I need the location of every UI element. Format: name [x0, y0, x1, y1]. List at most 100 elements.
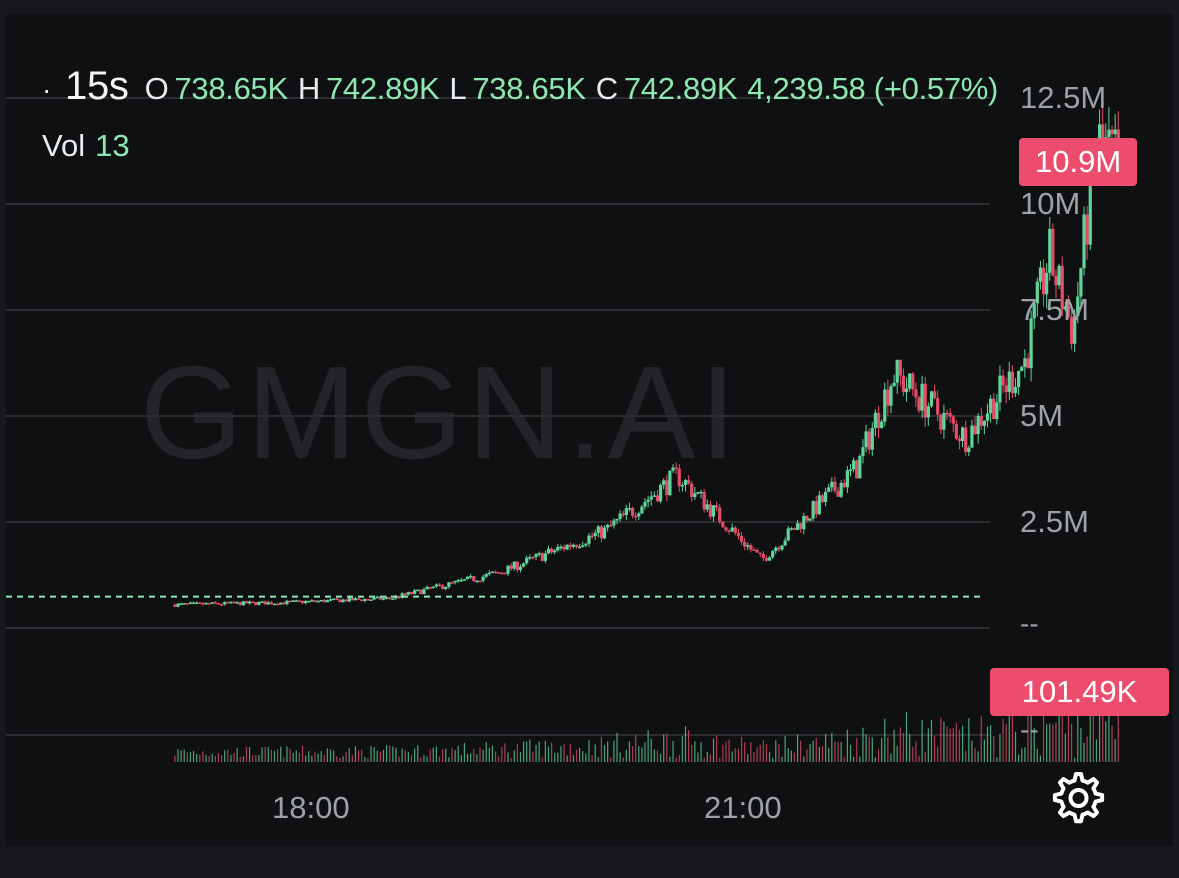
volume-bar: [270, 749, 272, 762]
candle-body: [198, 602, 202, 605]
candle-body: [1073, 316, 1077, 344]
candle-body: [1004, 385, 1008, 392]
volume-bar: [607, 741, 609, 762]
candle-body: [266, 602, 270, 605]
volume-bar: [719, 757, 721, 762]
volume-bar: [843, 757, 845, 762]
volume-bar: [457, 745, 459, 762]
volume-bar: [625, 749, 627, 762]
volume-bar: [389, 745, 391, 762]
candle-body: [565, 544, 569, 550]
candle-body: [1051, 228, 1055, 276]
candle-body: [1057, 265, 1061, 286]
candle-body: [989, 398, 993, 414]
volume-bar: [255, 755, 257, 762]
volume-bar: [1036, 748, 1038, 762]
candle-body: [967, 447, 971, 452]
candle-body: [886, 389, 890, 406]
volume-bar: [460, 755, 462, 762]
volume-bar: [965, 750, 967, 762]
volume-bar: [613, 740, 615, 762]
candle-body: [739, 535, 744, 542]
candle-body: [634, 515, 638, 518]
candle-body: [406, 592, 410, 595]
volume-bar: [522, 741, 525, 762]
gear-icon[interactable]: [1046, 768, 1106, 828]
candle-body: [481, 576, 485, 581]
candle-body: [478, 580, 482, 583]
candle-body: [459, 579, 463, 582]
candle-body: [1010, 371, 1015, 394]
candle-body: [1032, 303, 1036, 319]
volume-bar: [930, 719, 933, 762]
volume-bar: [551, 742, 553, 762]
candle-body: [1001, 375, 1005, 386]
candle-body: [462, 579, 467, 581]
candle-body: [1066, 306, 1071, 317]
volume-bar: [977, 751, 979, 762]
candle-body: [1054, 275, 1058, 286]
candle-body: [630, 507, 635, 516]
volume-bar: [868, 737, 870, 762]
volume-bar: [1002, 718, 1004, 762]
volume-bar: [236, 748, 238, 762]
volume-bar: [691, 744, 693, 762]
candle-body: [378, 596, 382, 600]
volume-bar: [933, 735, 936, 762]
candle-body: [1035, 281, 1039, 304]
candle-body: [596, 526, 600, 533]
candle-body: [1063, 306, 1067, 310]
volume-bar: [958, 729, 961, 762]
volume-bar: [463, 743, 466, 762]
candle-body: [313, 600, 317, 602]
volume-bar: [744, 742, 746, 762]
candle-body: [188, 602, 193, 605]
candle-body: [811, 501, 815, 519]
volume-bar: [351, 755, 353, 762]
volume-bar: [183, 749, 185, 762]
candle-body: [444, 586, 448, 590]
volume-bar: [407, 752, 409, 762]
volume-bar: [1021, 748, 1023, 762]
candle-body: [640, 506, 644, 514]
candle-body: [602, 527, 607, 539]
volume-bar: [305, 755, 307, 762]
volume-bar: [196, 754, 198, 762]
candle-body: [300, 600, 305, 604]
candle-body: [534, 553, 538, 558]
candle-body: [1085, 214, 1089, 245]
candle-body: [883, 389, 887, 422]
candle-body: [1007, 371, 1011, 392]
candle-body: [668, 470, 672, 496]
candle-body: [802, 515, 806, 530]
volume-bar: [491, 745, 494, 762]
volume-bar: [887, 736, 889, 762]
volume-bar: [591, 755, 593, 762]
interval-label[interactable]: 15s: [65, 64, 129, 108]
candle-body: [553, 550, 557, 553]
candle-body: [372, 597, 376, 600]
candle-body: [780, 545, 784, 550]
volume-bar: [516, 744, 518, 762]
volume-bar: [853, 756, 855, 762]
volume-bar: [635, 734, 637, 762]
volume-bar: [597, 757, 599, 762]
candle-body: [615, 518, 619, 521]
volume-bar: [688, 730, 690, 762]
candle-body: [749, 545, 753, 550]
candle-body: [537, 553, 541, 555]
volume-bar: [357, 750, 360, 762]
volume-bar: [628, 741, 631, 762]
volume-bar: [784, 735, 786, 762]
volume-bar: [871, 737, 873, 762]
candle-body: [942, 412, 946, 430]
volume-bar: [993, 736, 995, 762]
volume-bar: [361, 749, 363, 762]
candle-body: [453, 580, 457, 583]
candle-body: [643, 501, 647, 507]
candle-body: [413, 590, 417, 594]
candle-body: [920, 383, 924, 411]
volume-bar: [837, 741, 839, 762]
candle-body: [767, 557, 772, 561]
